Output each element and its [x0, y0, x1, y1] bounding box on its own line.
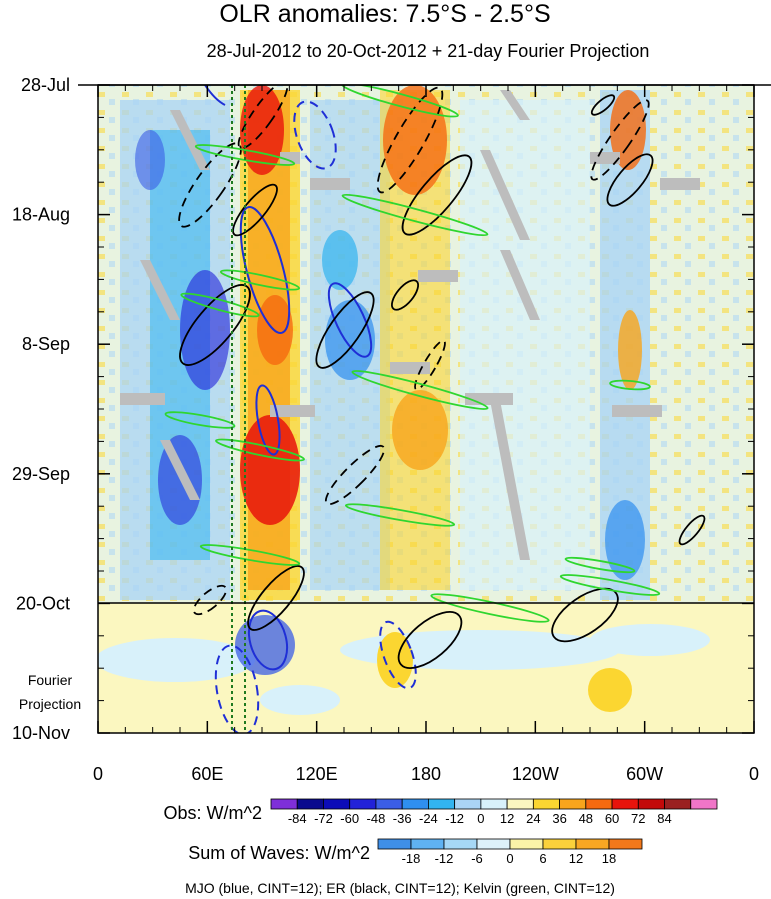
- colorbar-swatch: [637, 798, 665, 810]
- colorbar-swatch: [506, 798, 534, 810]
- y-tick-label: 29-Sep: [12, 464, 70, 484]
- obs-colorbar-title: Obs: W/m^2: [164, 803, 262, 823]
- plot-area: [98, 85, 754, 733]
- colorbar-swatch: [532, 798, 560, 810]
- colorbar-swatch: [377, 838, 412, 850]
- colorbar-tick-label: 0: [506, 851, 513, 866]
- y-tick-label: 28-Jul: [21, 75, 70, 95]
- x-axis: 0 60E 120E 180 120W 60W 0: [93, 85, 759, 784]
- projection-label-line2: Projection: [19, 696, 81, 712]
- colorbar-tick-label: -12: [435, 851, 454, 866]
- colorbar-tick-label: 48: [579, 811, 593, 826]
- colorbar-swatch: [690, 798, 718, 810]
- colorbar-swatch: [664, 798, 692, 810]
- colorbar-tick-label: 6: [539, 851, 546, 866]
- colorbar-swatch: [428, 798, 456, 810]
- obs-colorbar: -84 -72 -60 -48 -36 -24 -12 0 12 24 36 48 60 72 84: [270, 798, 718, 826]
- y-tick-label: 10-Nov: [12, 723, 70, 743]
- colorbar-swatch: [401, 798, 429, 810]
- chart-title: OLR anomalies: 7.5°S - 2.5°S: [219, 0, 550, 28]
- colorbar-tick-label: -36: [393, 811, 412, 826]
- kelvin-contours: [164, 85, 661, 623]
- colorbar-tick-label: -48: [367, 811, 386, 826]
- colorbar-tick-label: 12: [569, 851, 583, 866]
- convection-bands: [120, 85, 650, 675]
- y-tick-label: 20-Oct: [16, 593, 70, 613]
- colorbar-swatch: [559, 798, 587, 810]
- colorbar-tick-label: -6: [471, 851, 483, 866]
- colorbar-tick-label: -60: [340, 811, 359, 826]
- colorbar-swatch: [509, 838, 544, 850]
- colorbar-swatch: [443, 838, 478, 850]
- colorbar-tick-label: 0: [477, 811, 484, 826]
- x-tick-label: 120E: [296, 764, 338, 784]
- colorbar-swatch: [542, 838, 577, 850]
- colorbar-swatch: [349, 798, 377, 810]
- colorbar-swatch: [611, 798, 639, 810]
- colorbar-swatch: [375, 798, 403, 810]
- colorbar-swatch: [323, 798, 351, 810]
- chart-subtitle: 28-Jul-2012 to 20-Oct-2012 + 21-day Four…: [207, 41, 650, 61]
- colorbar-swatch: [476, 838, 511, 850]
- y-axis: 28-Jul 18-Aug 8-Sep 29-Sep 20-Oct 10-Nov: [12, 75, 754, 743]
- mjo-phase-lines: [231, 85, 246, 733]
- colorbar-swatch: [270, 798, 298, 810]
- waves-colorbar-title: Sum of Waves: W/m^2: [188, 843, 370, 863]
- x-tick-label: 0: [749, 764, 759, 784]
- colorbar-tick-label: 60: [605, 811, 619, 826]
- x-tick-label: 180: [411, 764, 441, 784]
- projection-label-line1: Fourier: [28, 672, 73, 688]
- colorbar-swatch: [608, 838, 643, 850]
- y-tick-label: 18-Aug: [12, 205, 70, 225]
- x-tick-label: 60E: [191, 764, 223, 784]
- colorbar-swatch: [480, 798, 508, 810]
- colorbar-tick-label: -18: [402, 851, 421, 866]
- colorbar-tick-label: -84: [288, 811, 307, 826]
- colorbar-swatch: [585, 798, 613, 810]
- y-tick-label: 8-Sep: [22, 334, 70, 354]
- waves-colorbar: -18 -12 -6 0 6 12 18: [377, 838, 643, 866]
- colorbar-swatch: [410, 838, 445, 850]
- x-tick-label: 120W: [512, 764, 559, 784]
- x-tick-label: 0: [93, 764, 103, 784]
- colorbar-tick-label: 36: [552, 811, 566, 826]
- colorbar-tick-label: -12: [445, 811, 464, 826]
- colorbar-tick-label: -24: [419, 811, 438, 826]
- colorbar-tick-label: 12: [500, 811, 514, 826]
- mjo-contours: [204, 85, 417, 733]
- x-tick-label: 60W: [626, 764, 663, 784]
- colorbar-tick-label: -72: [314, 811, 333, 826]
- colorbar-swatch: [575, 838, 610, 850]
- colorbar-tick-label: 18: [602, 851, 616, 866]
- colorbar-swatch: [454, 798, 482, 810]
- colorbar-swatch: [296, 798, 324, 810]
- er-contours: [178, 85, 706, 669]
- footer-note: MJO (blue, CINT=12); ER (black, CINT=12)…: [185, 880, 615, 896]
- colorbar-tick-label: 72: [631, 811, 645, 826]
- colorbar-tick-label: 84: [657, 811, 671, 826]
- colorbar-tick-label: 24: [526, 811, 540, 826]
